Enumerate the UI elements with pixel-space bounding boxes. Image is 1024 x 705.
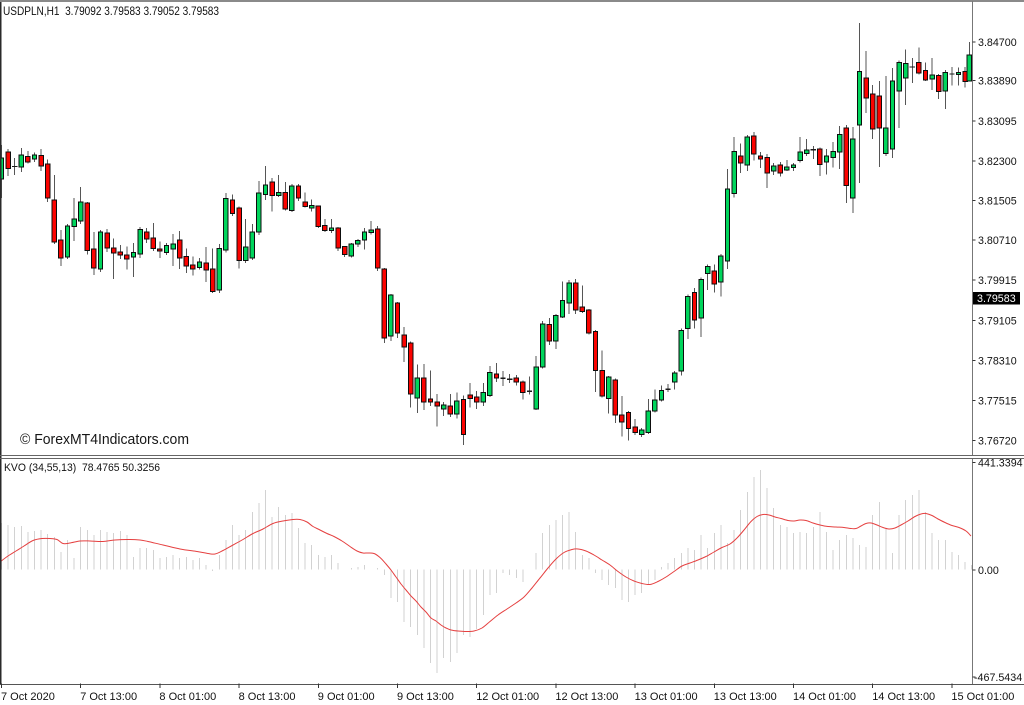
svg-text:12 Oct 13:00: 12 Oct 13:00	[555, 691, 618, 703]
svg-text:15 Oct 01:00: 15 Oct 01:00	[951, 691, 1014, 703]
svg-text:14 Oct 01:00: 14 Oct 01:00	[793, 691, 856, 703]
svg-text:441.3394: 441.3394	[978, 458, 1023, 470]
svg-text:USDPLN,H1 3.79092 3.79583 3.7: USDPLN,H1 3.79092 3.79583 3.79052 3.7958…	[3, 4, 219, 18]
svg-text:3.84700: 3.84700	[978, 37, 1017, 49]
svg-text:3.82300: 3.82300	[978, 156, 1017, 168]
svg-text:9 Oct 01:00: 9 Oct 01:00	[318, 691, 375, 703]
svg-text:8 Oct 01:00: 8 Oct 01:00	[159, 691, 216, 703]
svg-text:3.79105: 3.79105	[978, 316, 1017, 328]
svg-text:-467.5434: -467.5434	[974, 672, 1022, 684]
svg-text:3.78310: 3.78310	[978, 356, 1017, 368]
svg-text:3.81505: 3.81505	[978, 196, 1017, 208]
svg-text:© ForexMT4Indicators.com: © ForexMT4Indicators.com	[20, 431, 189, 448]
svg-text:7 Oct 13:00: 7 Oct 13:00	[80, 691, 137, 703]
svg-text:3.76720: 3.76720	[978, 436, 1017, 448]
svg-text:3.83890: 3.83890	[978, 76, 1017, 88]
svg-text:3.79583: 3.79583	[977, 293, 1016, 305]
svg-text:8 Oct 13:00: 8 Oct 13:00	[239, 691, 296, 703]
svg-text:3.80710: 3.80710	[978, 235, 1017, 247]
svg-text:0.00: 0.00	[978, 565, 999, 577]
svg-text:7 Oct 2020: 7 Oct 2020	[1, 691, 55, 703]
svg-text:KVO (34,55,13) 78.4765 50.325: KVO (34,55,13) 78.4765 50.3256	[4, 462, 160, 474]
svg-text:9 Oct 13:00: 9 Oct 13:00	[397, 691, 454, 703]
svg-text:3.77515: 3.77515	[978, 396, 1017, 408]
svg-text:3.83095: 3.83095	[978, 116, 1017, 128]
svg-text:13 Oct 13:00: 13 Oct 13:00	[714, 691, 777, 703]
svg-text:3.79915: 3.79915	[978, 275, 1017, 287]
svg-text:12 Oct 01:00: 12 Oct 01:00	[476, 691, 539, 703]
svg-text:14 Oct 13:00: 14 Oct 13:00	[872, 691, 935, 703]
svg-text:13 Oct 01:00: 13 Oct 01:00	[635, 691, 698, 703]
